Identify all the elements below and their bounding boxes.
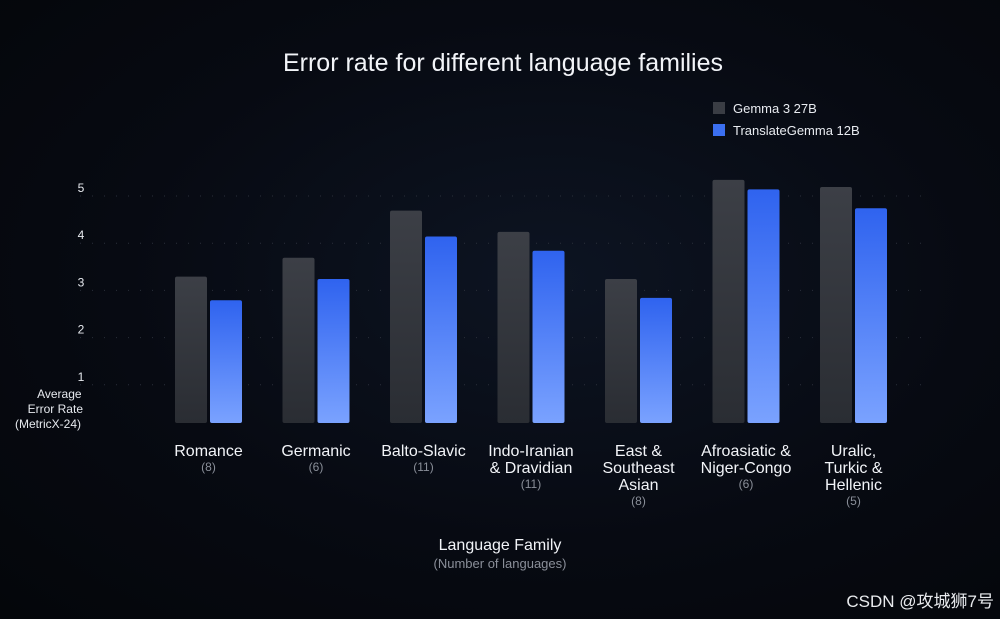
legend-label-translategemma: TranslateGemma 12B [733,123,860,138]
bar-translategemma-2 [317,279,350,423]
category-count-2: (6) [309,460,324,474]
category-count-1: (8) [201,460,216,474]
x-axis-label: Language Family [439,537,562,554]
category-label-4-line-1: Indo-Iranian [488,443,573,460]
legend-swatch-translategemma [713,124,725,136]
legend-label-gemma: Gemma 3 27B [733,101,817,116]
category-label-6-line-2: Niger-Congo [701,460,792,477]
bar-translategemma-7 [855,208,887,423]
category-label-1-line-1: Romance [174,443,243,460]
bar-gemma-7 [820,187,852,423]
category-count-4: (11) [521,477,541,491]
bars [175,179,887,423]
category-label-5-line-1: East & [615,443,662,460]
y-axis-label-line-1: Average [37,387,82,401]
y-tick-label-4: 4 [78,228,85,242]
legend: Gemma 3 27B TranslateGemma 12B [713,101,860,138]
bar-gemma-5 [605,279,637,423]
y-tick-label-3: 3 [78,275,85,289]
bar-translategemma-6 [747,189,780,423]
y-axis-label-line-3: (MetricX-24) [15,417,81,431]
category-label-6-line-1: Afroasiatic & [701,443,791,460]
category-label-5-line-3: Asian [618,477,658,494]
y-axis-label: Average Error Rate (MetricX-24) [15,387,86,431]
y-tick-label-2: 2 [78,323,85,337]
category-label-4-line-2: & Dravidian [490,460,573,477]
category-label-3-line-1: Balto-Slavic [381,443,465,460]
legend-swatch-gemma [713,102,725,114]
category-label-7-line-3: Hellenic [825,477,882,494]
bar-translategemma-3 [425,236,457,423]
watermark: CSDN @攻城狮7号 [846,592,994,611]
x-axis-sublabel: (Number of languages) [434,556,567,571]
y-axis-label-line-2: Error Rate [28,402,84,416]
category-label-5-line-2: Southeast [602,460,675,477]
y-axis-ticks: 1 2 3 4 5 [78,181,85,384]
x-axis-categories: Romance(8)Germanic(6)Balto-Slavic(11)Ind… [174,443,883,508]
bar-gemma-3 [390,210,422,423]
chart-title: Error rate for different language famili… [283,49,723,77]
bar-translategemma-4 [532,250,565,423]
category-count-5: (8) [631,494,646,508]
bar-gemma-2 [282,257,315,423]
bar-gemma-1 [175,276,207,423]
bar-translategemma-1 [210,300,242,423]
category-count-7: (5) [846,494,861,508]
category-label-2-line-1: Germanic [281,443,350,460]
category-count-3: (11) [413,460,433,474]
bar-gemma-4 [497,231,530,423]
bar-translategemma-5 [640,297,672,423]
y-tick-label-5: 5 [78,181,85,195]
y-tick-label-1: 1 [78,370,85,384]
category-count-6: (6) [739,477,754,491]
category-label-7-line-2: Turkic & [824,460,882,477]
bar-gemma-6 [712,179,745,423]
category-label-7-line-1: Uralic, [831,443,876,460]
gridlines [80,195,930,386]
